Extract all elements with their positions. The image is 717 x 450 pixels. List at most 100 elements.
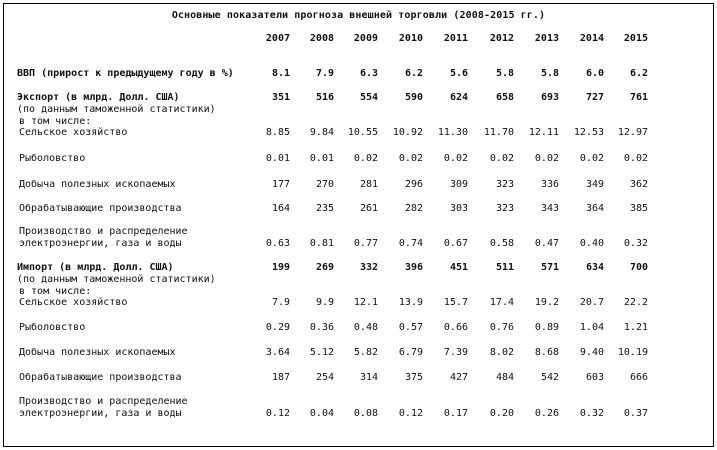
row-label: Экспорт (в млрд. Долл. США) <box>17 92 180 103</box>
table-cell: 7.9 <box>315 68 334 79</box>
table-cell: 0.02 <box>623 153 648 164</box>
table-cell: 761 <box>629 92 648 103</box>
year-header: 2008 <box>309 33 334 44</box>
table-cell: 1.04 <box>579 322 604 333</box>
table-cell: 8.85 <box>265 127 290 138</box>
table-cell: 0.81 <box>309 238 334 249</box>
table-cell: 0.02 <box>579 153 604 164</box>
row-label: Обрабатывающие производства <box>19 372 182 383</box>
table-cell: 700 <box>629 262 648 273</box>
table-cell: 727 <box>585 92 604 103</box>
table-cell: 12.53 <box>573 127 604 138</box>
year-header: 2014 <box>579 33 604 44</box>
table-cell: 10.19 <box>617 347 648 358</box>
table-cell: 554 <box>359 92 378 103</box>
year-header: 2013 <box>534 33 559 44</box>
table-cell: 8.1 <box>271 68 290 79</box>
table-cell: 8.02 <box>489 347 514 358</box>
table-cell: 634 <box>585 262 604 273</box>
table-cell: 0.12 <box>398 408 423 419</box>
table-cell: 323 <box>495 203 514 214</box>
table-cell: 7.9 <box>271 297 290 308</box>
row-label: (по данным таможенной статистики) <box>17 104 216 115</box>
table-cell: 22.2 <box>623 297 648 308</box>
table-cell: 187 <box>271 372 290 383</box>
table-cell: 5.6 <box>449 68 468 79</box>
table-cell: 5.12 <box>309 347 334 358</box>
table-cell: 9.84 <box>309 127 334 138</box>
table-cell: 15.7 <box>443 297 468 308</box>
table-cell: 349 <box>585 179 604 190</box>
table-cell: 1.21 <box>623 322 648 333</box>
table-cell: 10.92 <box>392 127 423 138</box>
table-cell: 0.12 <box>265 408 290 419</box>
table-cell: 6.2 <box>629 68 648 79</box>
table-cell: 484 <box>495 372 514 383</box>
table-cell: 9.9 <box>315 297 334 308</box>
table-cell: 5.82 <box>353 347 378 358</box>
table-cell: 336 <box>540 179 559 190</box>
table-cell: 516 <box>315 92 334 103</box>
year-header: 2009 <box>353 33 378 44</box>
table-cell: 303 <box>449 203 468 214</box>
table-cell: 332 <box>359 262 378 273</box>
table-cell: 0.48 <box>353 322 378 333</box>
table-cell: 10.55 <box>347 127 378 138</box>
row-label: Производство и распределение <box>19 396 188 407</box>
table-cell: 0.02 <box>489 153 514 164</box>
row-label: ВВП (прирост к предыдущему году в %) <box>17 68 234 79</box>
row-label: Импорт (в млрд. Долл. США) <box>17 262 174 273</box>
table-cell: 7.39 <box>443 347 468 358</box>
table-cell: 0.57 <box>398 322 423 333</box>
row-label: Добыча полезных ископаемых <box>19 179 176 190</box>
table-cell: 12.97 <box>617 127 648 138</box>
table-cell: 5.8 <box>540 68 559 79</box>
table-cell: 17.4 <box>489 297 514 308</box>
table-cell: 624 <box>449 92 468 103</box>
table-cell: 0.02 <box>353 153 378 164</box>
table-cell: 0.32 <box>623 238 648 249</box>
table-cell: 396 <box>404 262 423 273</box>
row-label: Сельское хозяйство <box>19 297 128 308</box>
table-cell: 254 <box>315 372 334 383</box>
table-cell: 511 <box>495 262 514 273</box>
table-cell: 6.79 <box>398 347 423 358</box>
table-title: Основные показатели прогноза внешней тор… <box>171 10 546 21</box>
table-cell: 282 <box>404 203 423 214</box>
table-cell: 375 <box>404 372 423 383</box>
table-cell: 12.1 <box>353 297 378 308</box>
table-cell: 571 <box>540 262 559 273</box>
row-label: Производство и распределение <box>19 226 188 237</box>
year-header: 2015 <box>623 33 648 44</box>
table-cell: 603 <box>585 372 604 383</box>
table-cell: 0.20 <box>489 408 514 419</box>
table-cell: 590 <box>404 92 423 103</box>
table-cell: 6.0 <box>585 68 604 79</box>
table-cell: 658 <box>495 92 514 103</box>
table-cell: 3.64 <box>265 347 290 358</box>
table-cell: 666 <box>629 372 648 383</box>
table-cell: 177 <box>271 179 290 190</box>
table-cell: 0.01 <box>309 153 334 164</box>
table-cell: 296 <box>404 179 423 190</box>
table-cell: 0.02 <box>534 153 559 164</box>
table-cell: 343 <box>540 203 559 214</box>
table-cell: 199 <box>271 262 290 273</box>
table-cell: 11.30 <box>437 127 468 138</box>
table-cell: 362 <box>629 179 648 190</box>
year-header: 2010 <box>398 33 423 44</box>
table-cell: 0.47 <box>534 238 559 249</box>
table-cell: 0.02 <box>443 153 468 164</box>
year-header: 2007 <box>265 33 290 44</box>
year-header: 2011 <box>443 33 468 44</box>
table-cell: 5.8 <box>495 68 514 79</box>
table-cell: 0.89 <box>534 322 559 333</box>
table-cell: 364 <box>585 203 604 214</box>
table-cell: 0.26 <box>534 408 559 419</box>
table-cell: 385 <box>629 203 648 214</box>
table-cell: 451 <box>449 262 468 273</box>
table-cell: 164 <box>271 203 290 214</box>
year-header: 2012 <box>489 33 514 44</box>
row-label: электроэнергии, газа и воды <box>19 238 182 249</box>
table-cell: 542 <box>540 372 559 383</box>
